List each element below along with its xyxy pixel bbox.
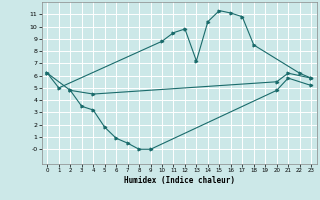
X-axis label: Humidex (Indice chaleur): Humidex (Indice chaleur) [124,176,235,185]
